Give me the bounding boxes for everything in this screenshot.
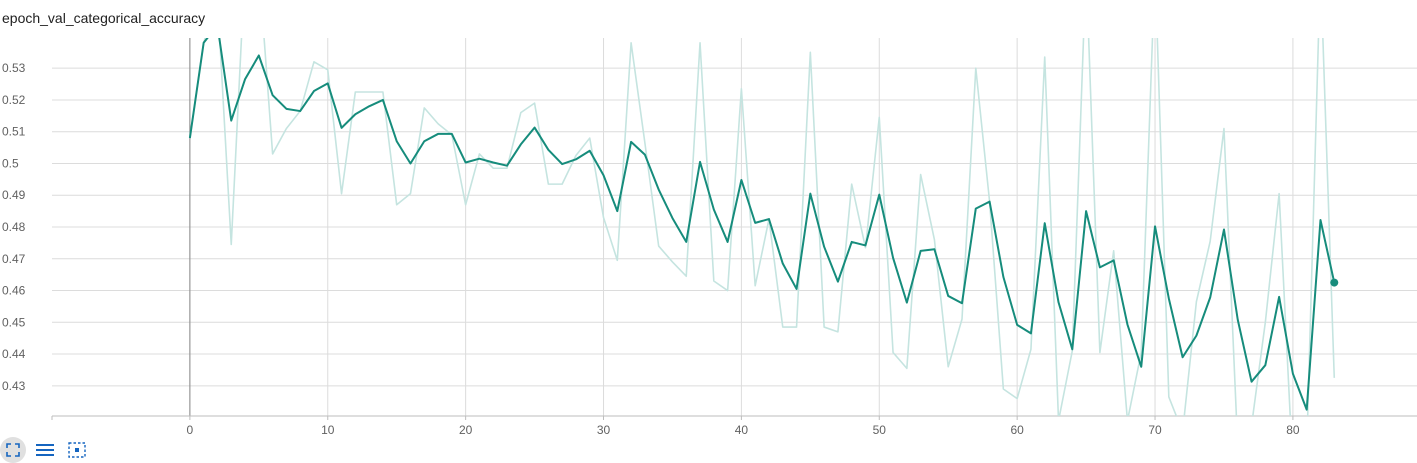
smoothed-series-line	[188, 38, 1336, 411]
x-tick-label: 70	[1148, 423, 1162, 437]
y-tick-label: 0.45	[2, 315, 26, 329]
last-point-marker	[1330, 278, 1339, 287]
series-lines	[188, 38, 1336, 416]
y-tick-label: 0.51	[2, 125, 26, 139]
y-axis-ticks: 0.43 0.44 0.45 0.46 0.47 0.48 0.49 0.5 0.51 0.52 0…	[2, 61, 26, 393]
x-tick-label: 10	[321, 423, 335, 437]
fit-domain-icon	[68, 442, 86, 458]
x-tick-label: 40	[735, 423, 749, 437]
y-tick-label: 0.46	[2, 284, 26, 298]
y-tick-label: 0.53	[2, 61, 26, 75]
fit-domain-button[interactable]	[64, 437, 90, 463]
y-tick-label: 0.5	[2, 156, 19, 170]
x-tick-label: 0	[187, 423, 194, 437]
x-tick-label: 30	[597, 423, 611, 437]
chart-title: epoch_val_categorical_accuracy	[2, 10, 206, 26]
x-tick-label: 20	[459, 423, 473, 437]
fullscreen-icon	[6, 443, 20, 457]
chart-toolbar	[0, 437, 90, 463]
x-axis-ticks: 0 10 20 30 40 50 60 70 80	[51, 416, 1300, 437]
y-tick-label: 0.47	[2, 252, 26, 266]
chart: 0 10 20 30 40 50 60 70 80 0.430.440.450.460.470.…	[2, 38, 1417, 437]
y-tick-label: 0.48	[2, 220, 26, 234]
y-tick-label: 0.44	[2, 347, 26, 361]
y-tick-label: 0.52	[2, 93, 26, 107]
y-tick-label: 0.49	[2, 188, 26, 202]
y-tick-label: 0.43	[2, 379, 26, 393]
x-tick-label: 50	[873, 423, 887, 437]
fullscreen-button[interactable]	[0, 437, 26, 463]
x-tick-label: 60	[1010, 423, 1024, 437]
raw-series-line	[189, 38, 1336, 416]
series	[188, 38, 1339, 416]
legend-list-icon	[36, 444, 54, 456]
x-tick-label: 80	[1286, 423, 1300, 437]
toggle-legend-button[interactable]	[32, 437, 58, 463]
